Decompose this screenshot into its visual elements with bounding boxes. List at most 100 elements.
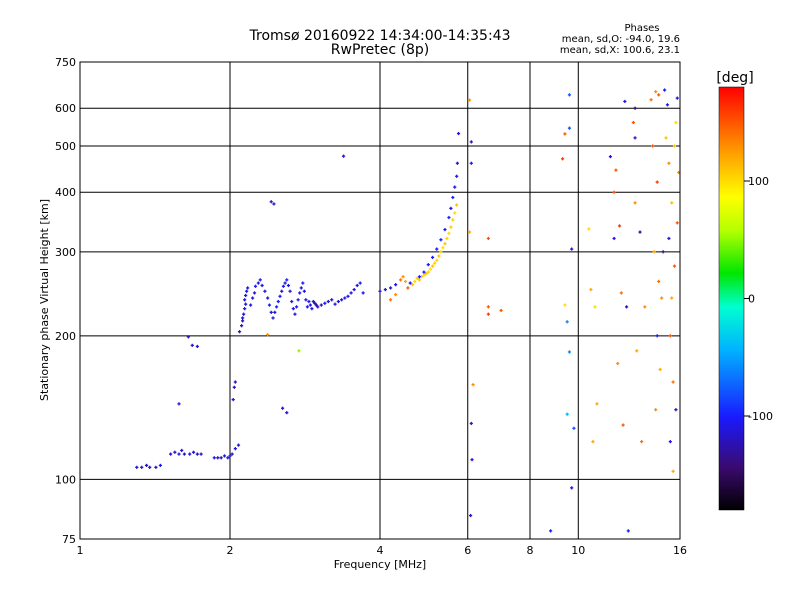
data-point bbox=[662, 88, 667, 92]
data-point bbox=[631, 120, 635, 125]
data-point bbox=[640, 440, 644, 444]
data-point bbox=[453, 185, 457, 189]
data-point bbox=[671, 469, 675, 473]
data-point bbox=[665, 103, 670, 107]
data-point bbox=[401, 275, 405, 279]
data-point bbox=[378, 289, 382, 293]
data-point bbox=[470, 458, 474, 462]
stats-x-line: mean, sd,X: 100.6, 23.1 bbox=[560, 45, 680, 56]
data-point bbox=[410, 283, 415, 287]
data-point bbox=[346, 294, 350, 298]
data-point bbox=[355, 283, 359, 288]
data-point bbox=[258, 278, 262, 282]
data-point bbox=[291, 307, 295, 311]
data-point bbox=[173, 450, 177, 454]
data-point bbox=[415, 276, 419, 280]
data-point bbox=[266, 333, 270, 337]
data-point bbox=[388, 286, 393, 290]
data-point bbox=[413, 279, 417, 284]
data-point bbox=[361, 291, 365, 295]
data-point bbox=[426, 263, 430, 267]
data-point bbox=[180, 448, 184, 453]
data-point bbox=[633, 136, 637, 140]
y-tick-label: 75 bbox=[62, 533, 76, 546]
data-point bbox=[652, 250, 656, 254]
data-point bbox=[243, 307, 247, 311]
data-point bbox=[671, 380, 675, 384]
data-point bbox=[191, 450, 196, 454]
data-point bbox=[417, 275, 422, 279]
data-point bbox=[565, 320, 569, 324]
data-point bbox=[305, 305, 310, 309]
data-point bbox=[638, 230, 642, 234]
data-point bbox=[246, 286, 250, 290]
data-point bbox=[249, 303, 253, 307]
data-point bbox=[591, 440, 595, 444]
data-point bbox=[239, 324, 244, 328]
data-point bbox=[471, 383, 475, 387]
data-point bbox=[449, 206, 453, 210]
data-point bbox=[281, 284, 286, 288]
stats-heading: Phases bbox=[624, 23, 659, 34]
data-point bbox=[195, 452, 199, 456]
data-point bbox=[469, 140, 473, 144]
data-point bbox=[190, 343, 194, 347]
data-point bbox=[228, 454, 232, 458]
data-point bbox=[563, 303, 567, 307]
data-point bbox=[467, 98, 472, 102]
data-point bbox=[307, 299, 311, 304]
data-point bbox=[406, 286, 410, 290]
data-point bbox=[469, 513, 473, 518]
data-point bbox=[664, 136, 668, 140]
x-tick-label: 1 bbox=[77, 544, 84, 557]
data-point bbox=[343, 296, 347, 300]
data-point bbox=[560, 157, 565, 161]
data-point bbox=[271, 316, 275, 320]
data-point bbox=[352, 287, 356, 292]
data-point bbox=[241, 319, 245, 323]
data-point bbox=[424, 272, 428, 276]
data-point bbox=[667, 161, 671, 165]
data-point bbox=[237, 330, 242, 334]
colorbar-tick-label: -100 bbox=[748, 410, 773, 423]
data-point bbox=[633, 201, 637, 205]
data-point bbox=[293, 312, 297, 316]
data-point bbox=[587, 227, 591, 231]
data-point bbox=[422, 273, 426, 277]
stats-o-line: mean, sd,O: -94.0, 19.6 bbox=[562, 34, 680, 45]
data-point bbox=[231, 397, 235, 402]
data-point bbox=[565, 412, 569, 416]
y-tick-label: 400 bbox=[55, 186, 76, 199]
data-point bbox=[437, 254, 441, 258]
data-point bbox=[455, 161, 460, 165]
data-point bbox=[388, 298, 393, 302]
x-tick-label: 6 bbox=[464, 544, 471, 557]
data-point bbox=[296, 298, 300, 302]
data-point bbox=[449, 225, 453, 229]
data-point bbox=[222, 454, 227, 458]
y-axis-label: Stationary phase Virtual Height [km] bbox=[38, 199, 51, 401]
data-point bbox=[422, 270, 426, 274]
data-point bbox=[302, 289, 306, 293]
data-point bbox=[668, 440, 672, 444]
data-point bbox=[593, 305, 597, 309]
tick-labels: 1 2 4 6 8 10 16 75 100 200 300 400 500 600 750 bbox=[55, 56, 687, 557]
data-point bbox=[614, 168, 618, 172]
data-point bbox=[288, 289, 292, 293]
data-point bbox=[269, 310, 273, 314]
colorbar-tick-label: 100 bbox=[748, 175, 769, 188]
data-point bbox=[154, 465, 158, 469]
data-point bbox=[567, 93, 572, 97]
data-point bbox=[451, 195, 455, 200]
data-point bbox=[242, 312, 246, 316]
y-tick-label: 300 bbox=[55, 246, 76, 259]
data-point bbox=[499, 308, 503, 313]
data-point bbox=[668, 334, 672, 338]
data-point bbox=[654, 408, 658, 412]
data-point bbox=[301, 281, 305, 285]
data-point bbox=[486, 305, 490, 309]
data-point bbox=[267, 303, 272, 307]
x-axis-label: Frequency [MHz] bbox=[334, 558, 426, 571]
data-point bbox=[455, 174, 459, 178]
